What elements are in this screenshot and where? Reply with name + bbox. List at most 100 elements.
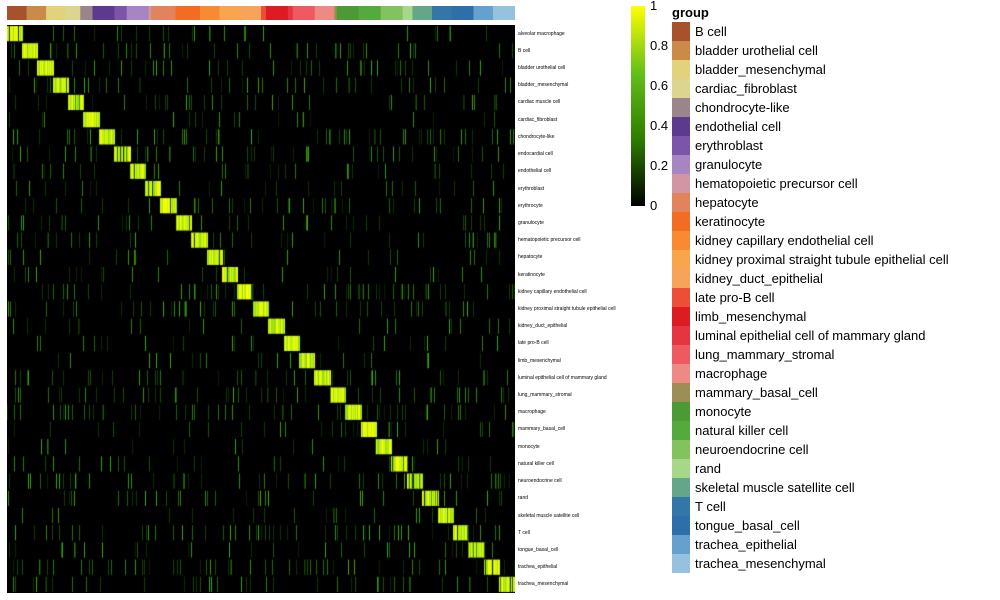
row-label: rand [518,495,529,502]
legend-label: endothelial cell [695,119,782,134]
annotation-segment [314,6,335,20]
annotation-segment [126,6,150,20]
legend-label: trachea_mesenchymal [695,556,826,571]
legend-label: bladder urothelial cell [695,43,818,58]
legend-item: cardiac_fibroblast [672,79,797,98]
legend-item: B cell [672,22,727,41]
colorbar-tick-label: 0 [650,198,658,213]
row-label: endothelial cell [518,168,552,175]
legend-label: limb_mesenchymal [695,309,807,324]
row-label: mammary_basal_cell [518,426,566,433]
annotation-segment [46,6,67,20]
legend-item: keratinocyte [672,212,765,231]
legend-swatch [672,402,690,421]
row-label: erythrocyte [518,202,543,209]
legend-swatch [672,60,690,79]
row-label: lung_mammary_stromal [518,392,572,399]
annotation-segment [92,6,115,20]
legend-label: mammary_basal_cell [695,385,818,400]
annotation-segment [402,6,413,20]
legend-swatch [672,459,690,478]
legend: group B cell bladder urothelial cell bladd… [672,4,997,573]
annotation-segment [7,6,28,20]
legend-label: kidney capillary endothelial cell [695,233,874,248]
annotation-segment [358,6,382,20]
legend-swatch [672,478,690,497]
legend-swatch [672,155,690,174]
annotation-segment [241,6,262,20]
row-label: skeletal muscle satellite cell [518,512,580,519]
legend-item: bladder_mesenchymal [672,60,826,79]
row-label: hepatocyte [518,254,543,261]
annotation-segment [451,6,474,20]
column-annotation-bar [7,6,515,20]
legend-label: late pro-B cell [695,290,775,305]
legend-label: trachea_epithelial [695,537,797,552]
legend-label: bladder_mesenchymal [695,62,826,77]
row-label: chondrocyte-like [518,133,555,140]
legend-item: lung_mammary_stromal [672,345,834,364]
legend-swatch [672,288,690,307]
heatmap-matrix [7,25,515,593]
legend-item: tongue_basal_cell [672,516,800,535]
legend-label: granulocyte [695,157,763,172]
annotation-segment [336,6,360,20]
legend-swatch [672,383,690,402]
legend-label: hepatocyte [695,195,759,210]
row-label: endocardial cell [518,151,553,158]
legend-swatch [672,326,690,345]
legend-label: luminal epithelial cell of mammary gland [695,328,926,343]
annotation-segment [265,6,289,20]
legend-swatch [672,22,690,41]
row-label: neuroendocrine cell [518,478,562,485]
annotation-segment [219,6,242,20]
colorbar-tick-label: 0.8 [650,38,669,53]
row-label: natural killer cell [518,460,554,467]
legend-swatch [672,174,690,193]
annotation-segment [431,6,452,20]
row-label: granulocyte [518,219,544,226]
legend-swatch [672,231,690,250]
legend-swatch [672,136,690,155]
legend-swatch [672,421,690,440]
legend-item: trachea_epithelial [672,535,797,554]
annotation-segment [380,6,404,20]
legend-item: trachea_mesenchymal [672,554,826,573]
legend-label: B cell [695,24,727,39]
row-label: kidney proximal straight tubule epitheli… [518,306,616,312]
annotation-segment [287,6,294,20]
row-label: cardiac_fibroblast [518,116,558,123]
legend-swatch [672,250,690,269]
legend-item: late pro-B cell [672,288,774,307]
legend-item: monocyte [672,402,751,421]
row-label: T cell [518,529,530,536]
row-label: cardiac muscle cell [518,99,561,106]
legend-swatch [672,212,690,231]
row-label: kidney capillary endothelial cell [518,288,587,295]
legend-label: erythroblast [695,138,763,153]
legend-swatch [672,516,690,535]
legend-item: erythroblast [672,136,763,155]
legend-item: kidney_duct_epithelial [672,269,823,288]
legend-swatch [672,440,690,459]
row-label: trachea_mesenchymal [518,581,569,588]
legend-item: hematopoietic precursor cell [672,174,858,193]
annotation-segment [493,6,515,20]
legend-label: cardiac_fibroblast [695,81,797,96]
legend-label: monocyte [695,404,752,419]
legend-swatch [672,345,690,364]
legend-swatch [672,535,690,554]
row-label: erythroblast [518,185,545,192]
annotation-segment [334,6,338,20]
annotation-segment [26,6,47,20]
legend-label: T cell [695,499,726,514]
legend-label: hematopoietic precursor cell [695,176,858,191]
legend-item: neuroendocrine cell [672,440,808,459]
legend-label: neuroendocrine cell [695,442,809,457]
legend-label: rand [695,461,722,476]
annotation-segment [151,6,177,20]
legend-title: group [672,5,709,20]
legend-swatch [672,497,690,516]
legend-item: limb_mesenchymal [672,307,806,326]
legend-label: skeletal muscle satellite cell [695,480,855,495]
